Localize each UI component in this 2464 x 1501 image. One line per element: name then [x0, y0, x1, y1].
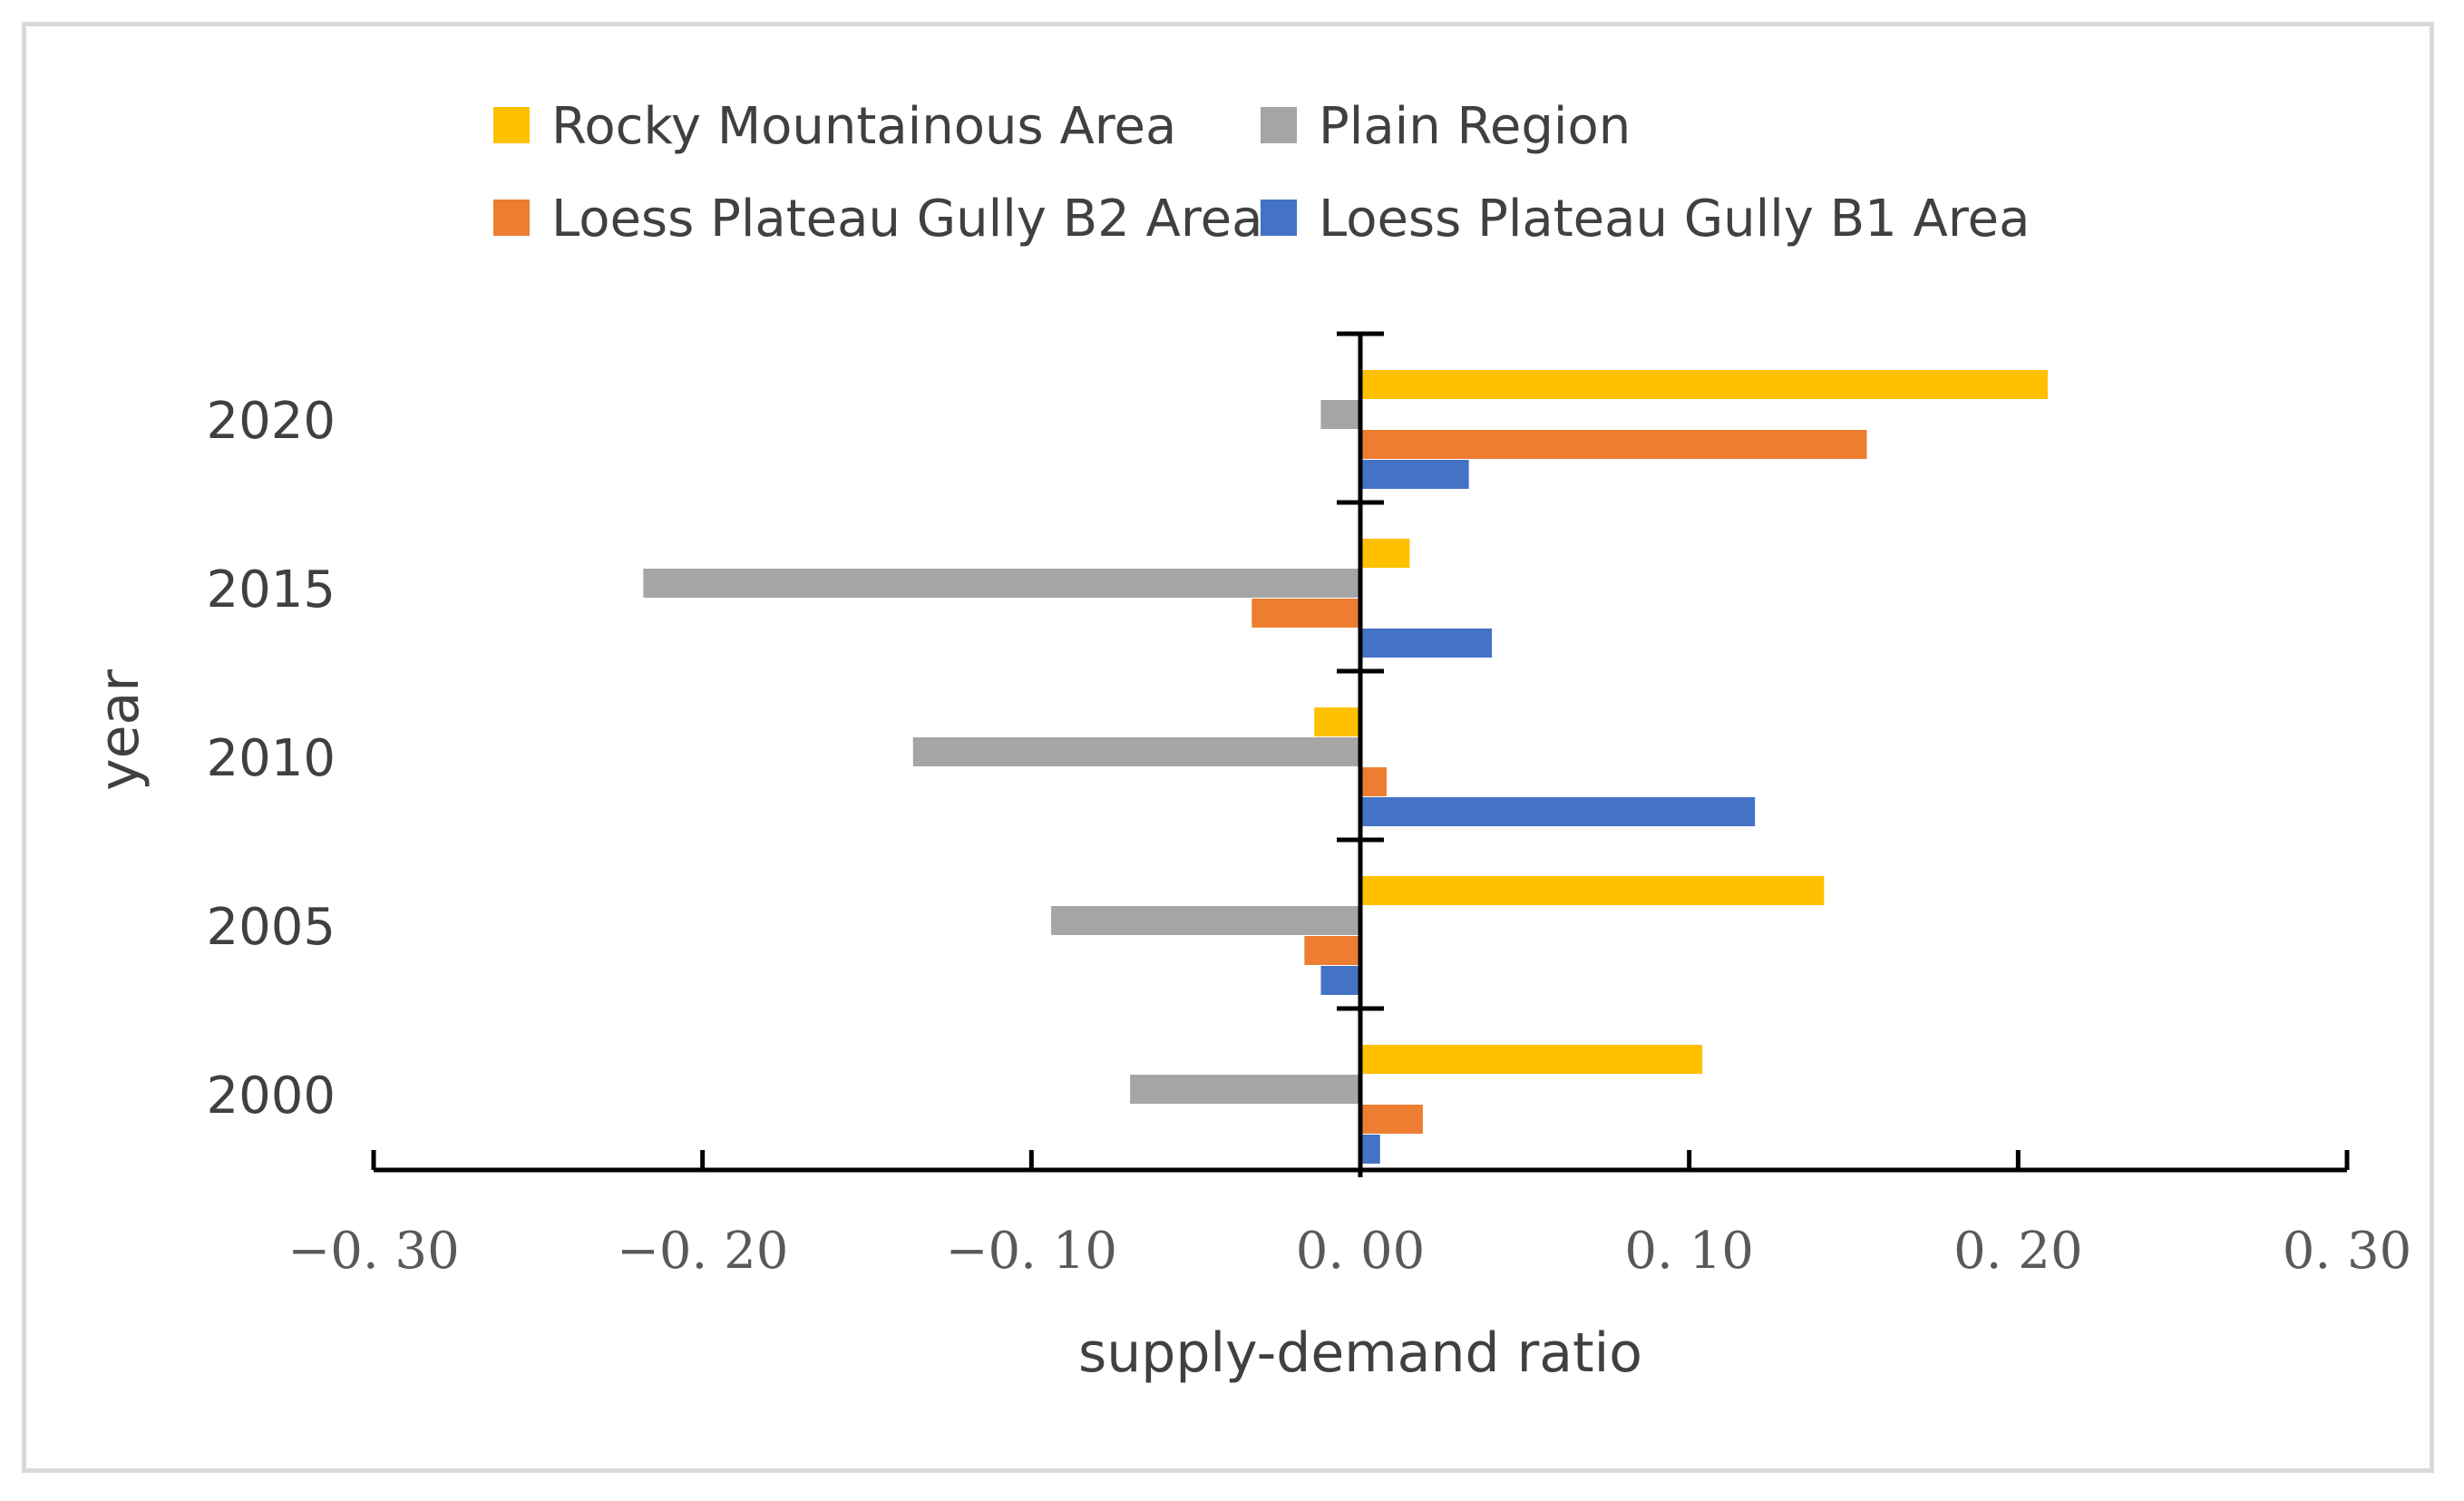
bar-loess-plateau-gully-b2-area-2000 [1360, 1105, 1423, 1134]
x-tick-label-4: 0. 10 [1624, 1222, 1754, 1281]
legend-label-rocky-mountainous-area: Rocky Mountainous Area [551, 97, 1176, 156]
labels-group: −0. 30 −0. 20 −0. 10 0. 00 0. 10 0. 20 0. 30 20… [88, 392, 2411, 1385]
x-tick-label-5: 0. 20 [1953, 1222, 2083, 1281]
axes-group [371, 331, 2350, 1177]
legend-swatch-rocky-mountainous-area [493, 107, 530, 143]
bar-loess-plateau-gully-b1-area-2005 [1320, 966, 1360, 995]
x-axis-title: supply-demand ratio [1078, 1321, 1642, 1385]
x-tick-label-2: −0. 10 [946, 1222, 1117, 1281]
legend-label-plain-region: Plain Region [1319, 97, 1631, 156]
bar-loess-plateau-gully-b1-area-2015 [1360, 629, 1493, 658]
bar-rocky-mountainous-area-2020 [1360, 370, 2048, 399]
bar-loess-plateau-gully-b2-area-2010 [1360, 767, 1388, 796]
bar-loess-plateau-gully-b2-area-2005 [1304, 936, 1360, 965]
legend-label-loess-plateau-gully-b2-area: Loess Plateau Gully B2 Area [551, 190, 1262, 249]
legend-swatch-loess-plateau-gully-b2-area [493, 200, 530, 236]
legend: Rocky Mountainous Area Plain Region Loess … [493, 97, 2030, 249]
y-tick-label-2020: 2020 [206, 392, 336, 451]
bar-plain-region-2005 [1051, 906, 1360, 935]
y-tick-label-2000: 2000 [206, 1067, 336, 1126]
bar-loess-plateau-gully-b1-area-2020 [1360, 460, 1469, 489]
y-axis-title: year [88, 669, 151, 791]
bar-loess-plateau-gully-b1-area-2000 [1360, 1135, 1380, 1164]
y-tick-label-2005: 2005 [206, 898, 336, 957]
legend-label-loess-plateau-gully-b1-area: Loess Plateau Gully B1 Area [1319, 190, 2030, 249]
bar-plain-region-2010 [912, 737, 1360, 766]
x-tick-label-3: 0. 00 [1296, 1222, 1426, 1281]
bar-rocky-mountainous-area-2015 [1360, 539, 1410, 568]
x-tick-label-6: 0. 30 [2283, 1222, 2412, 1281]
bar-plain-region-2000 [1130, 1075, 1360, 1104]
bar-plain-region-2020 [1320, 400, 1360, 429]
bar-rocky-mountainous-area-2005 [1360, 876, 1825, 905]
y-tick-label-2015: 2015 [206, 560, 336, 619]
y-tick-label-2010: 2010 [206, 729, 336, 788]
bar-rocky-mountainous-area-2010 [1314, 707, 1360, 736]
bar-loess-plateau-gully-b2-area-2020 [1360, 430, 1867, 459]
legend-swatch-plain-region [1261, 107, 1297, 143]
bar-loess-plateau-gully-b1-area-2010 [1360, 797, 1756, 826]
x-tick-label-0: −0. 30 [287, 1222, 459, 1281]
bars-group [643, 370, 2048, 1164]
bar-loess-plateau-gully-b2-area-2015 [1251, 599, 1360, 628]
bar-rocky-mountainous-area-2000 [1360, 1045, 1703, 1074]
legend-swatch-loess-plateau-gully-b1-area [1261, 200, 1297, 236]
x-tick-label-1: −0. 20 [617, 1222, 788, 1281]
bar-plain-region-2015 [643, 569, 1360, 598]
